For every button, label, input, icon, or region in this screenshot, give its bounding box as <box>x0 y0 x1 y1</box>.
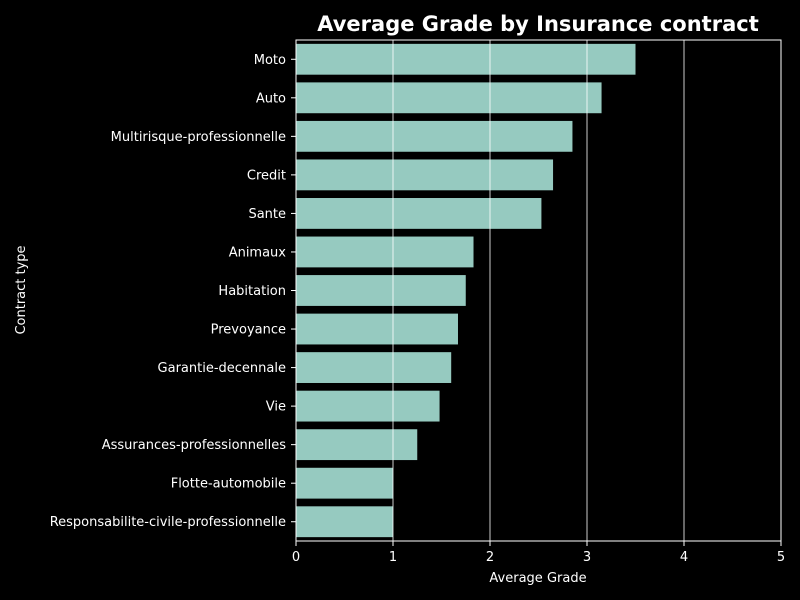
grid-lines <box>392 40 685 541</box>
y-tick-label: Habitation <box>218 284 286 299</box>
y-tick-label: Animaux <box>229 245 287 260</box>
bars <box>296 43 636 538</box>
y-tick-label: Multirisque-professionnelle <box>111 130 286 145</box>
bar-assurances-professionnelles <box>296 429 418 461</box>
bar-prevoyance <box>296 313 458 345</box>
bar-responsabilite-civile-professionnelle <box>296 506 393 538</box>
y-tick-label: Auto <box>256 91 286 106</box>
y-tick-label: Vie <box>266 400 286 415</box>
bar-flotte-automobile <box>296 467 393 499</box>
y-tick-label: Garantie-decennale <box>158 361 286 376</box>
chart-title: Average Grade by Insurance contract <box>317 12 759 36</box>
bar-animaux <box>296 236 474 268</box>
x-tick-label: 5 <box>777 550 785 565</box>
x-tick-label: 1 <box>389 550 397 565</box>
bar-credit <box>296 159 554 191</box>
x-tick-label: 0 <box>292 550 300 565</box>
bar-vie <box>296 390 440 422</box>
y-tick-label: Prevoyance <box>211 323 286 338</box>
y-axis-label: Contract type <box>14 245 29 334</box>
x-tick-label: 3 <box>583 550 591 565</box>
y-tick-label: Sante <box>248 207 286 222</box>
bar-habitation <box>296 275 466 306</box>
bar-multirisque-professionnelle <box>296 120 573 152</box>
y-tick-label: Responsabilite-civile-professionnelle <box>50 515 286 530</box>
bar-garantie-decennale <box>296 352 452 383</box>
x-axis-ticks: 0 1 2 3 4 5 <box>292 541 785 565</box>
x-axis-label: Average Grade <box>489 571 586 586</box>
bar-moto <box>296 43 636 75</box>
y-tick-label: Assurances-professionnelles <box>102 438 286 453</box>
y-tick-label: Flotte-automobile <box>171 477 286 492</box>
bar-sante <box>296 198 542 229</box>
y-tick-label: Credit <box>247 168 286 183</box>
x-tick-label: 2 <box>486 550 494 565</box>
x-tick-label: 4 <box>680 550 688 565</box>
y-tick-label: Moto <box>254 53 286 68</box>
y-axis-ticks: Moto Auto Multirisque-professionnelle Credi… <box>50 53 296 530</box>
bar-auto <box>296 82 602 114</box>
